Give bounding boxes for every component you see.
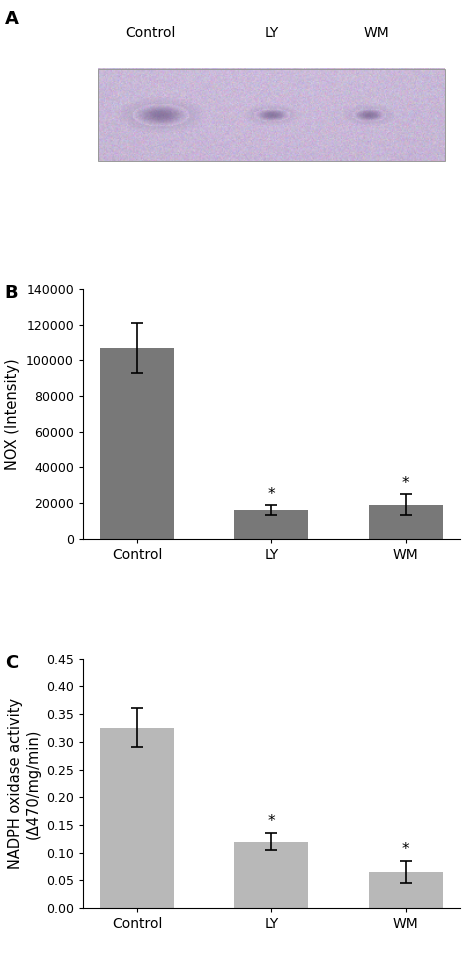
Text: Control: Control — [126, 26, 176, 40]
Bar — [369, 505, 443, 538]
Bar — [100, 348, 174, 538]
Text: A: A — [5, 10, 18, 28]
Text: *: * — [402, 476, 410, 491]
Text: *: * — [267, 488, 275, 502]
Bar — [98, 69, 445, 162]
Text: LY: LY — [264, 26, 279, 40]
Bar — [235, 841, 308, 908]
Bar — [235, 511, 308, 538]
Bar — [100, 728, 174, 908]
Text: C: C — [5, 654, 18, 672]
Text: WM: WM — [364, 26, 390, 40]
Y-axis label: NADPH oxidase activity
(Δ470/mg/min): NADPH oxidase activity (Δ470/mg/min) — [8, 698, 40, 869]
Text: *: * — [267, 815, 275, 830]
Text: *: * — [402, 842, 410, 858]
Text: B: B — [5, 284, 18, 302]
Bar — [369, 872, 443, 908]
Y-axis label: NOX (Intensity): NOX (Intensity) — [6, 358, 20, 469]
